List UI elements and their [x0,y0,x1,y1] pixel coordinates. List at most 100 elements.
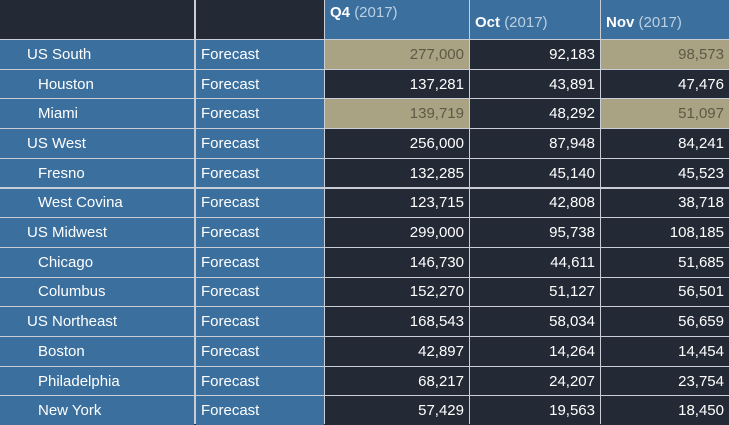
value-cell[interactable]: 123,715 [325,188,469,218]
column-header-q4[interactable]: Q4 (2017) [325,0,469,39]
measure-label: Forecast [201,194,260,212]
row-header-us-midwest[interactable]: US Midwest [0,218,194,247]
row-header-west-covina[interactable]: West Covina [0,188,194,218]
value-cell[interactable]: 139,719 [325,99,469,129]
value-cell[interactable]: 43,891 [470,69,600,99]
row-header-miami[interactable]: Miami [0,99,194,129]
value-cell[interactable]: 51,097 [601,99,729,129]
measure-cell: Forecast [196,158,324,188]
value-cell[interactable]: 14,264 [470,337,600,366]
row-header-philadelphia[interactable]: Philadelphia [0,366,194,396]
measure-label: Forecast [201,45,260,63]
value-cell[interactable]: 19,563 [470,396,600,425]
row-header-label: Fresno [38,164,85,182]
value-text: 87,948 [549,134,595,152]
measure-label: Forecast [201,164,260,182]
value-cell[interactable]: 95,738 [470,218,600,247]
value-cell[interactable]: 47,476 [601,69,729,99]
column-header-label: Q4 [330,4,351,21]
value-cell[interactable]: 146,730 [325,247,469,277]
value-text: 56,659 [678,313,724,331]
value-cell[interactable]: 42,808 [470,188,600,218]
value-text: 256,000 [409,134,464,152]
value-cell[interactable]: 108,185 [601,218,729,247]
value-cell[interactable]: 98,573 [601,40,729,69]
row-header-label: US South [27,45,92,63]
value-text: 139,719 [409,105,464,123]
row-header-fresno[interactable]: Fresno [0,158,194,188]
value-cell[interactable]: 137,281 [325,69,469,99]
value-text: 18,450 [678,402,724,420]
column-header-oct[interactable]: Oct (2017) [470,0,600,39]
row-header-chicago[interactable]: Chicago [0,247,194,277]
value-cell[interactable]: 45,140 [470,158,600,188]
value-cell[interactable]: 14,454 [601,337,729,366]
value-cell[interactable]: 18,450 [601,396,729,425]
row-header-boston[interactable]: Boston [0,337,194,366]
value-cell[interactable]: 84,241 [601,129,729,158]
value-cell[interactable]: 168,543 [325,307,469,336]
column-header-label: Nov [606,14,635,31]
value-cell[interactable]: 48,292 [470,99,600,129]
value-text: 152,270 [409,283,464,301]
value-cell[interactable]: 299,000 [325,218,469,247]
value-cell[interactable]: 38,718 [601,188,729,218]
value-cell[interactable]: 44,611 [470,247,600,277]
measure-label: Forecast [201,342,260,360]
value-text: 24,207 [549,372,595,390]
measure-cell: Forecast [196,307,324,336]
value-text: 42,808 [549,194,595,212]
row-header-label: US West [27,134,86,152]
value-cell[interactable]: 132,285 [325,158,469,188]
value-text: 84,241 [678,134,724,152]
value-cell[interactable]: 57,429 [325,396,469,425]
value-text: 137,281 [409,75,464,93]
value-cell[interactable]: 45,523 [601,158,729,188]
measure-cell: Forecast [196,247,324,277]
value-cell[interactable]: 56,659 [601,307,729,336]
value-cell[interactable]: 87,948 [470,129,600,158]
column-header-year: (2017) [354,4,398,21]
value-cell[interactable]: 24,207 [470,366,600,396]
value-cell[interactable]: 277,000 [325,40,469,69]
value-text: 299,000 [409,224,464,242]
row-header-label: Houston [38,75,94,93]
value-cell[interactable]: 51,685 [601,247,729,277]
row-header-label: Boston [38,342,85,360]
value-cell[interactable]: 42,897 [325,337,469,366]
value-text: 95,738 [549,224,595,242]
measure-label: Forecast [201,283,260,301]
row-header-label: Philadelphia [38,372,120,390]
value-cell[interactable]: 51,127 [470,277,600,307]
value-cell[interactable]: 92,183 [470,40,600,69]
value-text: 108,185 [669,224,724,242]
value-cell[interactable]: 58,034 [470,307,600,336]
value-text: 132,285 [409,164,464,182]
measure-cell: Forecast [196,188,324,218]
measure-label: Forecast [201,372,260,390]
row-header-us-west[interactable]: US West [0,129,194,158]
value-text: 98,573 [678,45,724,63]
value-text: 123,715 [409,194,464,212]
row-header-us-south[interactable]: US South [0,40,194,69]
measure-cell: Forecast [196,396,324,425]
value-cell[interactable]: 152,270 [325,277,469,307]
value-cell[interactable]: 56,501 [601,277,729,307]
measure-label: Forecast [201,224,260,242]
row-header-new-york[interactable]: New York [0,396,194,425]
row-header-houston[interactable]: Houston [0,69,194,99]
column-header-nov[interactable]: Nov (2017) [601,0,729,39]
measure-cell: Forecast [196,218,324,247]
value-cell[interactable]: 23,754 [601,366,729,396]
value-cell[interactable]: 256,000 [325,129,469,158]
row-header-columbus[interactable]: Columbus [0,277,194,307]
value-cell[interactable]: 68,217 [325,366,469,396]
value-text: 23,754 [678,372,724,390]
value-text: 58,034 [549,313,595,331]
row-header-us-northeast[interactable]: US Northeast [0,307,194,336]
value-text: 38,718 [678,194,724,212]
measure-cell: Forecast [196,99,324,129]
measure-label: Forecast [201,75,260,93]
value-text: 44,611 [550,253,595,271]
